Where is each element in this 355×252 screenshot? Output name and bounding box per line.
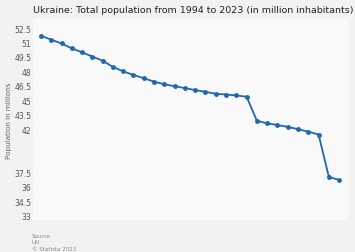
- Text: Source
UN
© Statista 2023: Source UN © Statista 2023: [32, 233, 76, 251]
- Text: Ukraine: Total population from 1994 to 2023 (in million inhabitants): Ukraine: Total population from 1994 to 2…: [33, 6, 353, 15]
- Y-axis label: Population in millions: Population in millions: [6, 82, 12, 158]
